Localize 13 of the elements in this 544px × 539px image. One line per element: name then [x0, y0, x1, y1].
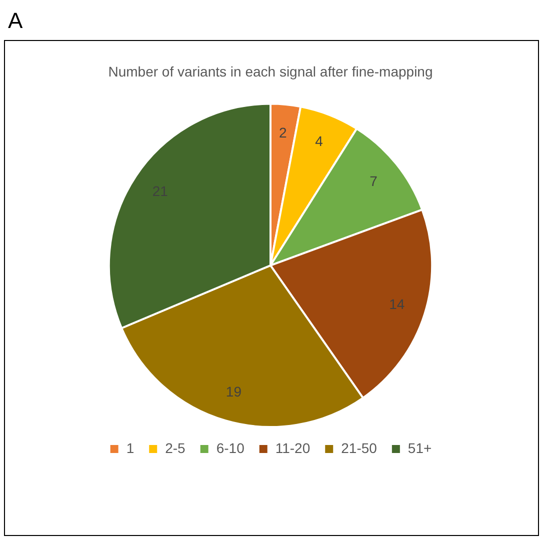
data-label: 7 — [370, 172, 378, 189]
legend-label: 11-20 — [275, 440, 310, 456]
text: A — [8, 8, 23, 34]
legend-label: 51+ — [408, 440, 432, 456]
chart-title: Number of variants in each signal after fine-mapping — [108, 63, 433, 80]
legend-label: 21-50 — [341, 440, 378, 456]
data-label: 2 — [279, 124, 288, 140]
legend-label: 6-10 — [216, 440, 245, 456]
data-label: 19 — [226, 384, 242, 400]
legend-label: 1 — [126, 440, 134, 456]
data-label: 4 — [315, 132, 324, 149]
legend-label: 2-5 — [165, 440, 186, 456]
data-label: 14 — [389, 296, 405, 312]
